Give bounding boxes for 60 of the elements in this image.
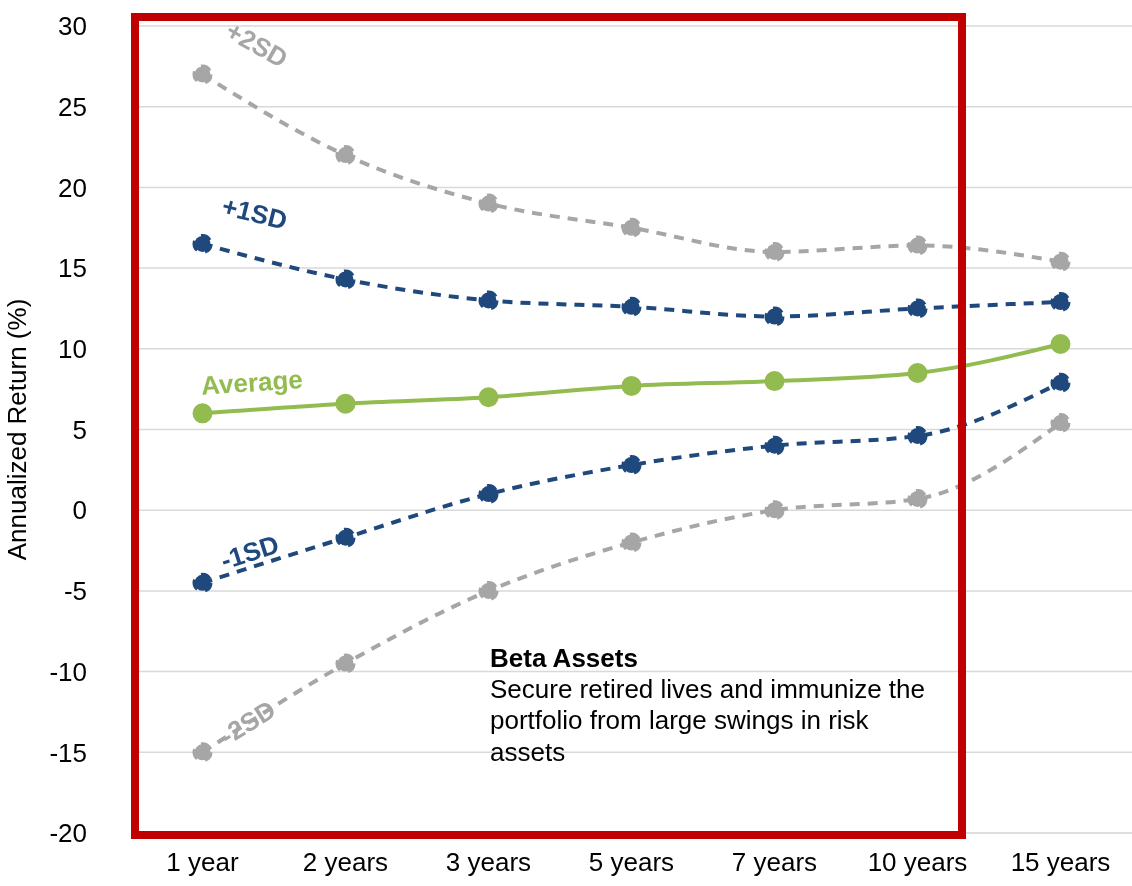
point [335, 145, 356, 166]
point [192, 64, 213, 85]
point [478, 290, 499, 311]
y-tick-label: -5 [63, 576, 87, 607]
point [907, 488, 928, 509]
point [621, 532, 642, 553]
y-tick-label: -10 [49, 656, 87, 687]
text: +1SD [219, 190, 291, 236]
x-tick-label: 1 year [166, 847, 239, 878]
point [1050, 333, 1071, 354]
point [621, 375, 642, 396]
point [764, 371, 785, 392]
point [621, 455, 642, 476]
point [1050, 372, 1071, 393]
point [907, 298, 928, 319]
annotation: Secure retired lives and immunize the portfolio from large swings in risk assets [490, 674, 926, 768]
point [1050, 251, 1071, 272]
y-tick-label: 20 [58, 172, 87, 203]
point [907, 235, 928, 256]
x-tick-label: 10 years [867, 847, 968, 878]
y-tick-label: 25 [58, 91, 87, 122]
annotation: Beta Assets [490, 643, 639, 675]
point [335, 393, 356, 414]
x-tick-label: 15 years [1010, 847, 1111, 878]
y-tick-label: -15 [49, 737, 87, 768]
y-tick-label: 15 [58, 253, 87, 284]
point [1050, 413, 1071, 434]
y-tick-label: 5 [72, 414, 87, 445]
point [478, 193, 499, 214]
y-tick-label: 30 [58, 11, 87, 42]
point [764, 500, 785, 521]
point [621, 296, 642, 317]
point [764, 306, 785, 327]
x-tick-label: 5 years [588, 847, 675, 878]
point [621, 217, 642, 238]
text: -1SD [217, 529, 283, 576]
point [478, 580, 499, 601]
point [907, 425, 928, 446]
x-tick-label: 7 years [731, 847, 818, 878]
point [335, 653, 356, 674]
point [764, 435, 785, 456]
point [192, 572, 213, 593]
y-axis-title: Annualized Return (%) [2, 298, 33, 561]
point [192, 742, 213, 763]
point [478, 484, 499, 505]
point [335, 269, 356, 290]
y-tick-label: 10 [58, 334, 87, 365]
text: +2SD [220, 15, 293, 74]
point [764, 241, 785, 262]
x-tick-label: 2 years [302, 847, 389, 878]
y-tick-label: 0 [72, 495, 87, 526]
y-tick-label: -20 [49, 818, 87, 849]
point [335, 527, 356, 548]
point [192, 233, 213, 254]
point [1050, 291, 1071, 312]
x-tick-label: 3 years [445, 847, 532, 878]
point [907, 363, 928, 384]
series-label: Average [200, 363, 304, 401]
point [192, 403, 213, 424]
point [478, 387, 499, 408]
